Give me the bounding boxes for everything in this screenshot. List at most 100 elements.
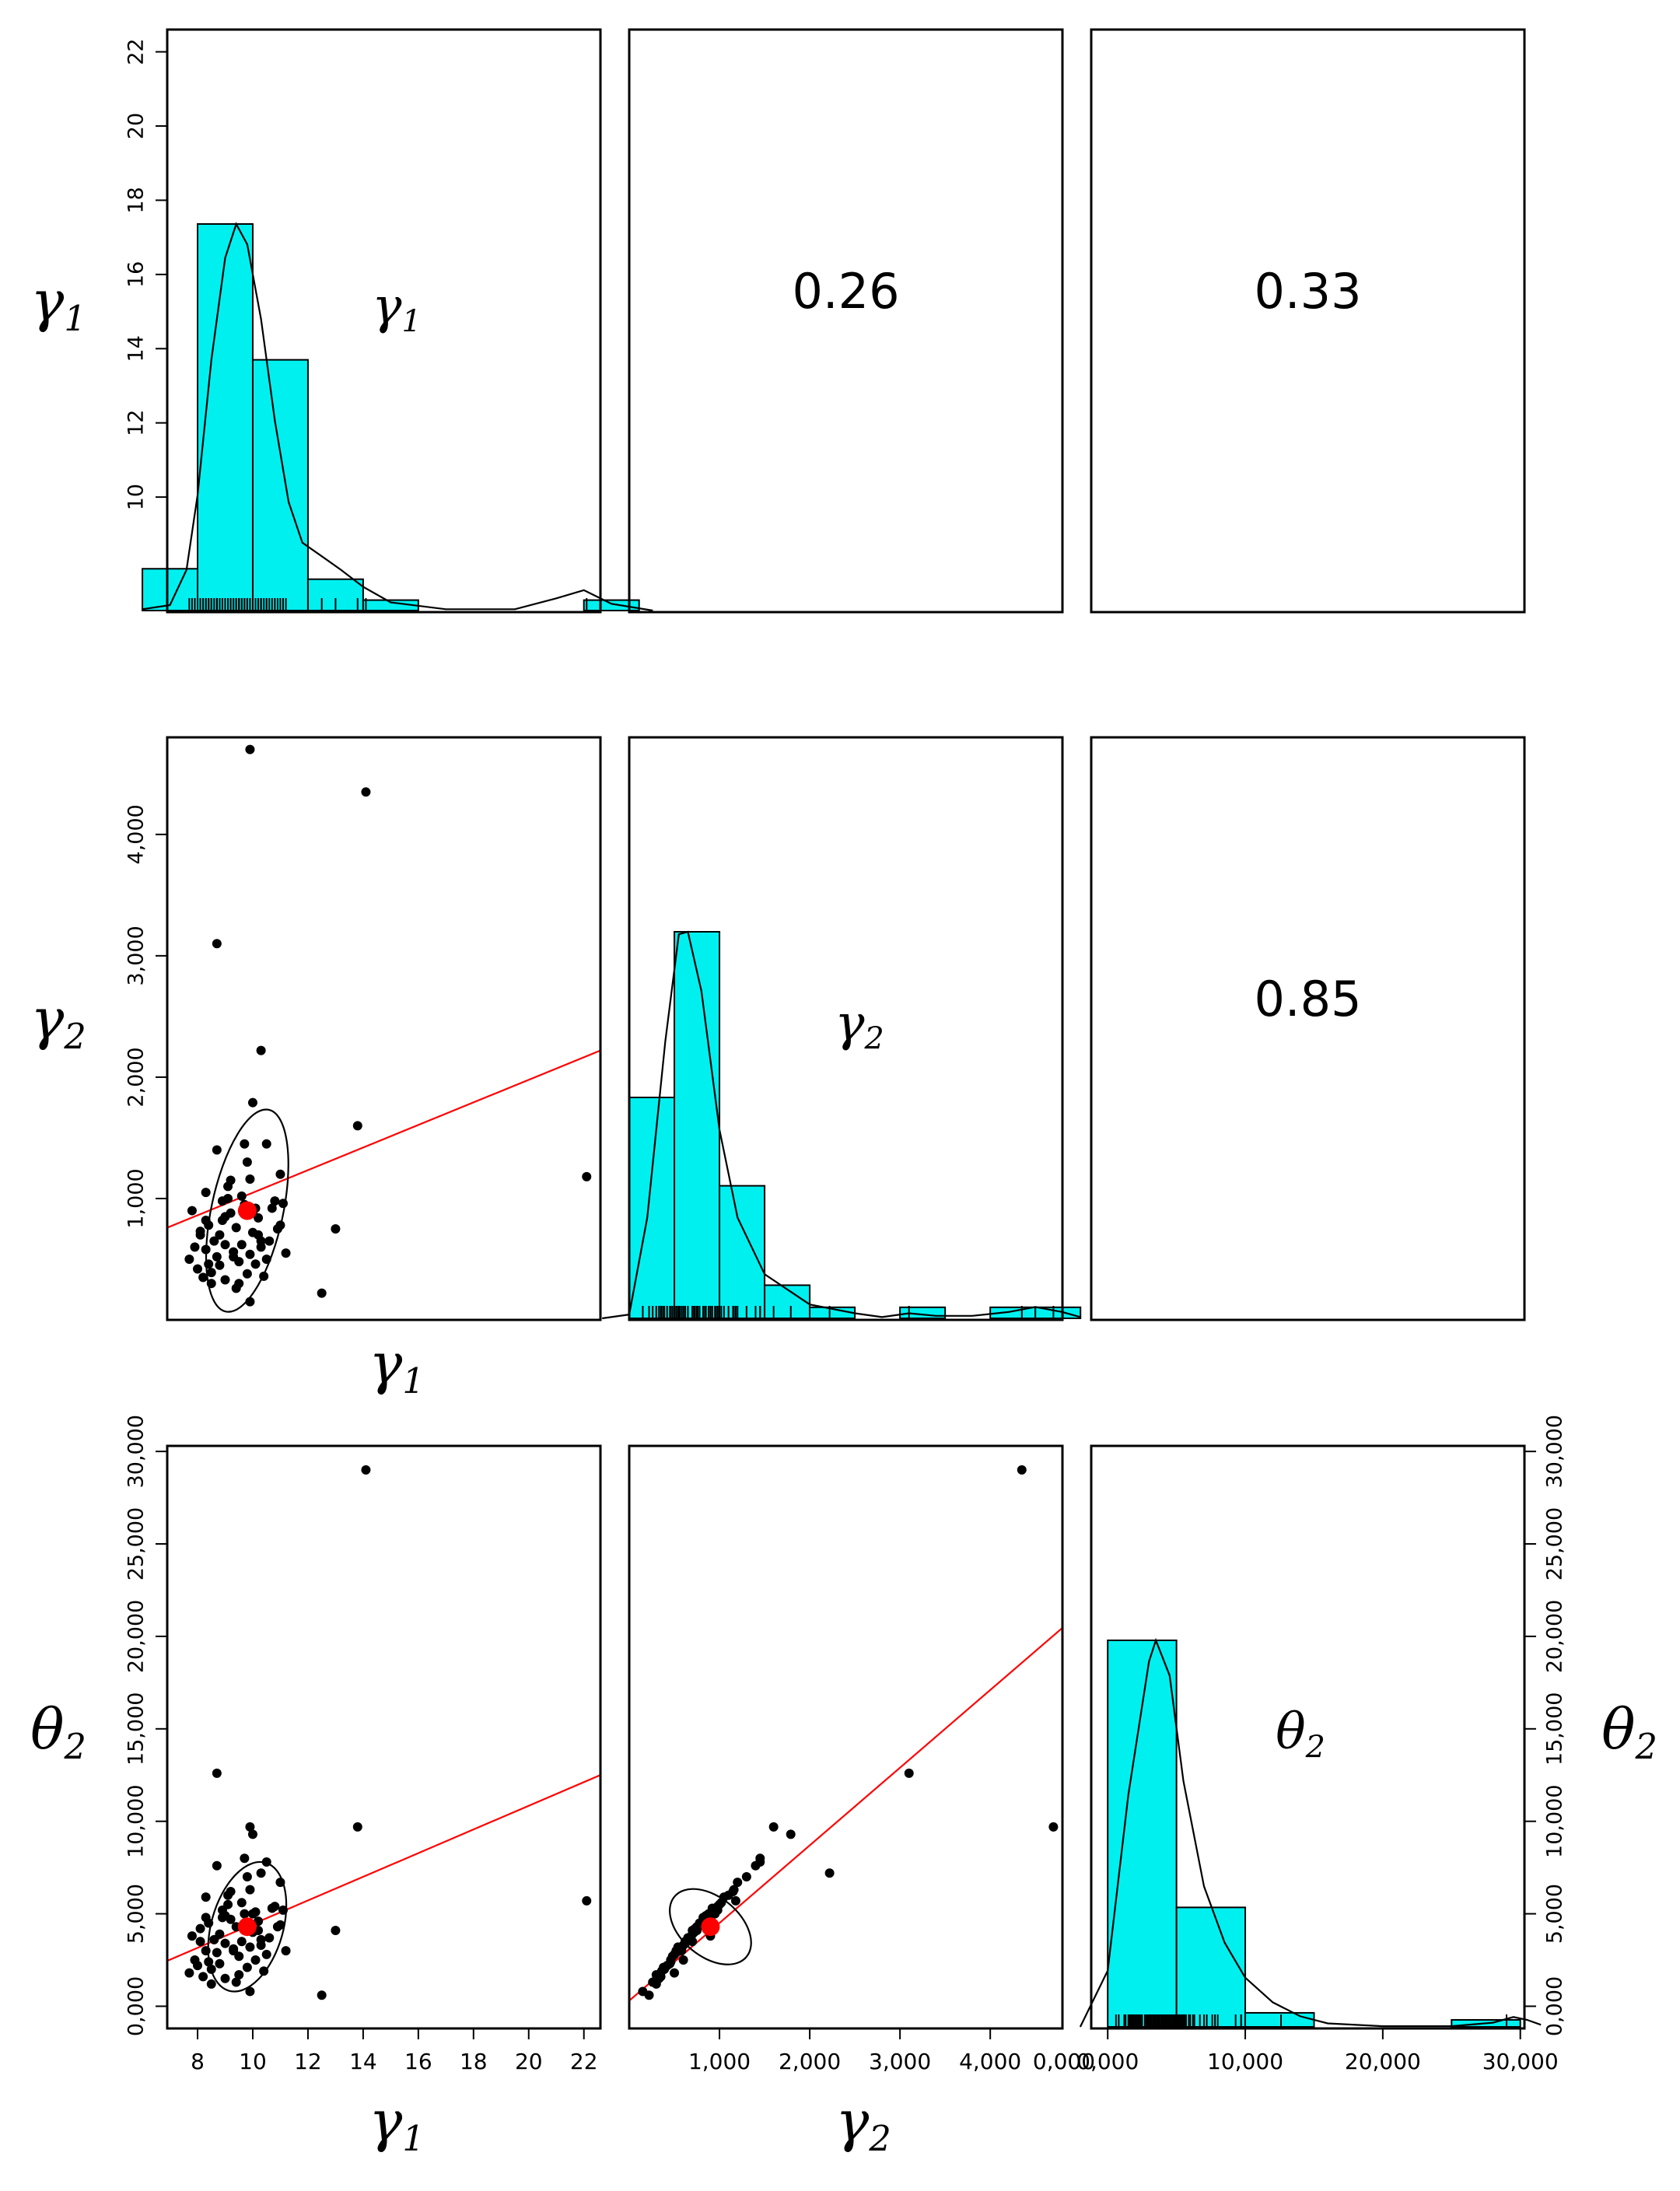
data-point bbox=[582, 1171, 592, 1181]
data-point bbox=[242, 1157, 252, 1167]
data-point bbox=[242, 1269, 252, 1279]
data-point bbox=[259, 1271, 269, 1281]
data-point bbox=[195, 1923, 205, 1934]
tick-label-bottom-t2: 0,000 bbox=[1076, 2049, 1139, 2074]
data-point bbox=[261, 1254, 271, 1264]
var-subscript: 2 bbox=[63, 1727, 86, 1767]
data-point bbox=[692, 1925, 702, 1935]
var-symbol: θ bbox=[1276, 1703, 1306, 1761]
tick-label-left-g2: 1,000 bbox=[124, 1168, 149, 1228]
var-symbol: θ bbox=[30, 1696, 64, 1762]
density-curve bbox=[1079, 1637, 1542, 2028]
var-subscript: 1 bbox=[64, 299, 86, 339]
axes-layer: 101214161820221,0002,0003,0004,0000,0005… bbox=[124, 38, 1567, 2074]
tick-label-bottom-g1: 22 bbox=[570, 2049, 598, 2074]
data-point bbox=[247, 1909, 257, 1919]
data-point bbox=[201, 1946, 211, 1956]
correlation-value: 0.26 bbox=[792, 263, 899, 320]
data-point bbox=[272, 1922, 282, 1932]
var-symbol: γ bbox=[369, 2088, 403, 2154]
data-point bbox=[768, 1822, 779, 1832]
var-subscript: 1 bbox=[402, 304, 422, 340]
tick-label-left-t2: 30,000 bbox=[124, 1415, 149, 1488]
tick-label-right-t2: 30,000 bbox=[1543, 1415, 1567, 1488]
tick-label-bottom-t2: 30,000 bbox=[1482, 2049, 1559, 2074]
data-point bbox=[1048, 1822, 1059, 1832]
data-point bbox=[206, 1279, 216, 1289]
data-point bbox=[317, 1288, 327, 1298]
panel-frame-1-1 bbox=[628, 736, 1064, 1321]
tick-label-left-g1: 12 bbox=[124, 410, 149, 436]
data-point bbox=[229, 1251, 239, 1262]
data-point bbox=[245, 1986, 255, 1997]
panel-frame-1-2 bbox=[1090, 736, 1526, 1321]
var-subscript: 1 bbox=[402, 1361, 424, 1402]
histogram-bar bbox=[251, 359, 309, 611]
data-point bbox=[242, 1962, 252, 1972]
mean-point bbox=[237, 1201, 257, 1220]
var-subscript: 2 bbox=[63, 1017, 86, 1057]
data-point bbox=[240, 1853, 250, 1864]
data-point bbox=[201, 1188, 211, 1198]
histogram-bar bbox=[674, 931, 721, 1319]
tick-label-left-t2: 5,000 bbox=[124, 1884, 149, 1944]
regression-line bbox=[629, 1627, 1062, 2002]
tick-label-left-g2: 4,000 bbox=[124, 804, 149, 864]
tick-label-bottom-g1: 12 bbox=[294, 2049, 322, 2074]
var-subscript: 2 bbox=[868, 2119, 891, 2159]
data-point bbox=[250, 1259, 261, 1269]
confidence-ellipse bbox=[669, 1888, 752, 1965]
data-point bbox=[256, 1236, 266, 1246]
tick-label-left-t2: 15,000 bbox=[124, 1692, 149, 1766]
data-point bbox=[212, 1145, 222, 1155]
diag-label-t2: θ2 bbox=[1276, 1703, 1325, 1766]
var-subscript: 2 bbox=[1305, 1730, 1325, 1766]
data-point bbox=[267, 1203, 277, 1213]
row-label-t2: θ2 bbox=[30, 1696, 86, 1767]
var-symbol: γ bbox=[835, 2088, 870, 2154]
data-point bbox=[648, 1977, 658, 1987]
tick-label-bottom-g1: 18 bbox=[460, 2049, 488, 2074]
data-point bbox=[1017, 1465, 1027, 1475]
scatter-t2-vs-g2 bbox=[629, 1465, 1062, 2002]
tick-label-bottom-g2: 4,000 bbox=[959, 2049, 1021, 2074]
data-point bbox=[245, 744, 255, 754]
data-point bbox=[786, 1829, 796, 1839]
data-point bbox=[317, 1990, 327, 2000]
data-point bbox=[206, 1268, 216, 1278]
tick-label-bottom-g2: 1,000 bbox=[688, 2049, 751, 2074]
tick-label-left-g2: 3,000 bbox=[124, 926, 149, 985]
var-symbol: γ bbox=[30, 986, 65, 1052]
data-point bbox=[190, 1242, 200, 1252]
data-point bbox=[220, 1938, 230, 1948]
tick-label-bottom-g1: 16 bbox=[404, 2049, 432, 2074]
var-subscript: 1 bbox=[402, 2119, 424, 2159]
data-point bbox=[217, 1913, 227, 1923]
data-point bbox=[198, 1972, 208, 1982]
data-point bbox=[236, 1191, 247, 1201]
data-point bbox=[212, 939, 222, 949]
data-point bbox=[206, 1964, 216, 1974]
data-point bbox=[245, 1297, 255, 1307]
data-point bbox=[733, 1878, 743, 1888]
data-point bbox=[267, 1903, 277, 1913]
data-point bbox=[729, 1885, 739, 1895]
mean-point bbox=[701, 1917, 720, 1937]
data-point bbox=[719, 1892, 729, 1902]
density-curve bbox=[142, 222, 653, 612]
var-subscript: 2 bbox=[1634, 1727, 1657, 1767]
data-point bbox=[236, 1240, 247, 1250]
tick-label-left-g1: 18 bbox=[124, 187, 149, 213]
data-point bbox=[231, 1223, 241, 1233]
diag-label-g2: γ2 bbox=[835, 995, 884, 1057]
tick-label-left-t2: 10,000 bbox=[124, 1784, 149, 1857]
tick-label-right-t2: 15,000 bbox=[1543, 1692, 1567, 1766]
tick-label-bottom-g2: 3,000 bbox=[869, 2049, 931, 2074]
panel-frame-2-0 bbox=[166, 1444, 602, 2030]
data-point bbox=[245, 1885, 255, 1895]
tick-label-bottom-g1: 8 bbox=[191, 2049, 205, 2074]
data-point bbox=[256, 1934, 266, 1944]
data-point bbox=[270, 1196, 280, 1206]
